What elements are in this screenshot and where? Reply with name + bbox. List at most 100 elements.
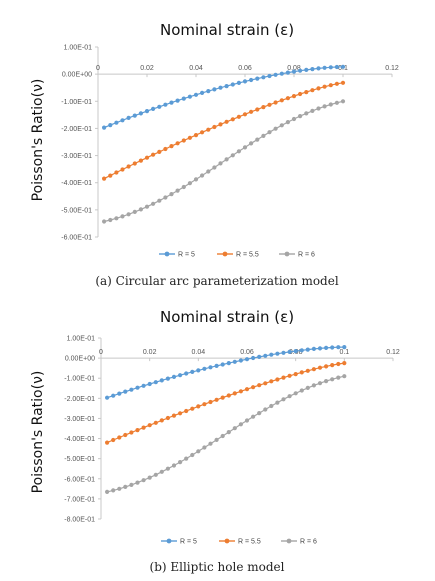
chart-b-y-tick-label: -1.00E-01: [64, 376, 95, 383]
chart-b-legend-marker-1: [166, 538, 172, 544]
chart-a-series-2-point: [242, 112, 248, 117]
chart-b-series-2-point: [257, 383, 262, 388]
chart-a-series-2-point: [310, 88, 315, 93]
chart-b-series-3-point: [214, 437, 219, 442]
chart-b-series-3-point: [202, 445, 207, 450]
chart-a-y-tick-label: 1.00E-01: [64, 45, 93, 52]
chart-b-series-2-point: [202, 402, 207, 407]
chart-a-series-3-point: [304, 111, 309, 116]
chart-b-series-1-point: [117, 391, 122, 396]
chart-a-series-3-point: [285, 120, 290, 125]
chart-b-series-2-point: [111, 437, 116, 443]
chart-a-series-2-point: [187, 135, 192, 140]
chart-b-series-1-point: [251, 355, 256, 361]
chart-b-series-3-point: [311, 383, 316, 388]
chart-b-series-line-2: [106, 362, 345, 444]
chart-a-series-1-point: [249, 77, 254, 83]
chart-b-y-tick-label: -7.00E-01: [64, 496, 95, 503]
chart-b-series-2-point: [305, 368, 310, 373]
chart-b-series-1-point: [153, 380, 158, 385]
chart-a-series-3-point: [224, 157, 229, 162]
chart-b-legend-label-3: R = 6: [300, 539, 317, 546]
chart-a-series-1-point: [132, 113, 137, 118]
chart-a-series-2-point: [138, 158, 143, 163]
chart-b-series-1-point: [299, 348, 304, 353]
chart-a-series-2-point: [126, 164, 131, 169]
chart-b-y-tick-label: -3.00E-01: [64, 416, 95, 423]
chart-a-series-2-point: [285, 96, 290, 101]
chart-b-series-3-point: [147, 475, 152, 480]
chart-a-series-1-point: [120, 118, 125, 123]
chart-a-series-1-point: [334, 64, 339, 70]
chart-b-caption: (b) Elliptic hole model: [150, 560, 285, 574]
chart-a-series-1-point: [224, 84, 229, 89]
chart-a-series-3-point: [236, 149, 241, 154]
chart-b-series-3-point: [117, 486, 122, 491]
chart-b-series-2-point: [311, 367, 316, 372]
chart-b-legend-label-1: R = 5: [180, 539, 197, 546]
chart-a-series-2-point: [340, 80, 346, 85]
chart-b-series-2-point: [251, 385, 256, 390]
chart-a-series-3-point: [328, 102, 333, 107]
chart-a-series-3-point: [175, 188, 180, 193]
chart-b-series-1-point: [342, 345, 347, 350]
chart-b-series-3-point: [269, 403, 274, 409]
chart-b-series-1-point: [263, 353, 268, 358]
chart-b-y-tick-label: 0.00E+00: [65, 356, 95, 363]
chart-a-series-3-point: [212, 165, 217, 170]
chart-b-series-2-point: [287, 373, 292, 378]
chart-a-series-1-point: [310, 67, 315, 72]
chart-a-series-3-point: [120, 214, 125, 219]
chart-a-series-line-2: [103, 82, 344, 180]
chart-b-series-1-point: [171, 374, 177, 379]
chart-b-series-3-point: [305, 385, 310, 390]
chart-b-series-2-point: [238, 389, 243, 394]
chart-a-series-2-point: [249, 109, 254, 114]
chart-a-series-1-point: [181, 96, 186, 101]
chart-b-legend-marker-2: [224, 538, 230, 544]
chart-b-series-2-point: [281, 375, 286, 380]
chart-a-y-tick-label: 0.00E+00: [62, 72, 92, 79]
chart-a-series-1-point: [200, 90, 205, 95]
chart-b-legend-marker-3: [286, 538, 292, 544]
chart-a-series-3-point: [316, 106, 321, 111]
chart-a-series-line-3: [103, 100, 344, 223]
chart-a-y-tick-label: -3.00E-01: [61, 153, 92, 160]
chart-a-series-1-point: [102, 125, 107, 130]
chart-b-series-2-point: [165, 415, 170, 421]
chart-b-series-3-point: [293, 391, 298, 396]
chart-b-series-1-point: [123, 389, 128, 394]
chart-b-series-1-point: [317, 346, 323, 351]
chart-b-series-2-point: [214, 397, 219, 402]
chart-a-series-2-point: [304, 90, 309, 95]
chart-b-x-tick-label: 0: [99, 349, 103, 356]
chart-b-x-tick-label: 0.02: [143, 349, 157, 356]
chart-b-x-tick-label: 0.04: [192, 349, 206, 356]
chart-b-series-1-point: [111, 393, 116, 398]
chart-a-title: Nominal strain (ε): [160, 21, 294, 39]
chart-a-series-2-point: [144, 155, 150, 160]
chart-b-series-3-point: [251, 414, 256, 419]
chart-a-series-1-point: [261, 75, 266, 80]
chart-b-series-1-point: [226, 361, 231, 366]
chart-b-series-3-point: [190, 452, 195, 458]
chart-a-series-1-point: [218, 85, 223, 90]
chart-b-series-line-3: [106, 375, 345, 493]
chart-a-series-1-point: [255, 76, 260, 81]
chart-b-series-2-point: [184, 408, 189, 414]
chart-a-series-1-point: [212, 87, 217, 92]
chart-a-series-2-point: [151, 152, 156, 157]
chart-b-series: [105, 345, 347, 494]
chart-a-series-3-point: [249, 141, 254, 146]
chart-a-x-tick-label: 0.06: [238, 65, 252, 72]
chart-a-series-3-point: [193, 177, 199, 182]
chart-b-series-2-point: [129, 430, 134, 435]
chart-b-series-1-point: [232, 359, 237, 364]
chart-b-legend-label-2: R = 5.5: [238, 539, 261, 546]
chart-a-series-3-point: [291, 116, 297, 122]
chart-a-series-2-point: [157, 149, 162, 154]
chart-b-series-2-point: [141, 425, 146, 430]
chart-a-series-3-point: [206, 169, 211, 174]
chart-a-series-3-point: [242, 145, 248, 150]
chart-a-series-1-point: [206, 89, 211, 94]
